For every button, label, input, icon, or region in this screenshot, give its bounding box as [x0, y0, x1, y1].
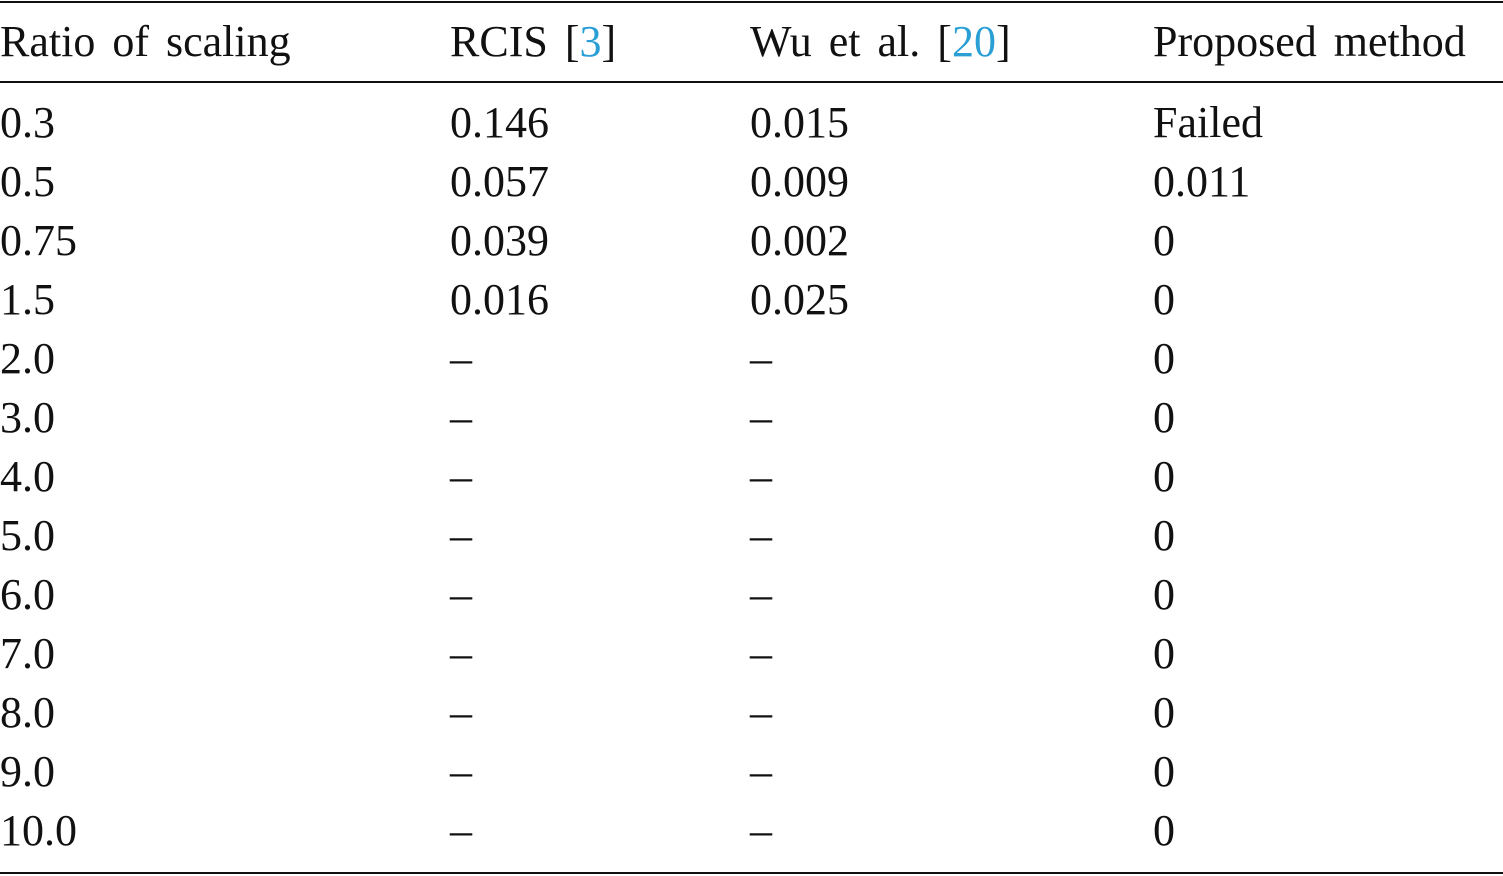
- top-rule: [0, 1, 1503, 3]
- table-cell: –: [750, 806, 772, 855]
- table-cell: 6.0: [0, 570, 55, 619]
- table-cell: –: [450, 688, 472, 737]
- table-cell: –: [450, 629, 472, 678]
- table-cell: –: [450, 452, 472, 501]
- table-cell: 2.0: [0, 334, 55, 383]
- header-text: Proposed method: [1153, 17, 1466, 66]
- table-cell: –: [450, 393, 472, 442]
- header-text: RCIS [: [450, 17, 580, 66]
- table-cell: 0: [1153, 806, 1175, 855]
- table-cell: 10.0: [0, 806, 77, 855]
- bottom-rule: [0, 872, 1503, 874]
- table-cell: –: [750, 629, 772, 678]
- table-cell: –: [450, 806, 472, 855]
- table-cell: 0.057: [450, 157, 549, 206]
- table-cell: 0: [1153, 393, 1175, 442]
- table-cell: –: [750, 452, 772, 501]
- table-cell: 0.039: [450, 216, 549, 265]
- table-cell: –: [750, 393, 772, 442]
- table-cell: 0.011: [1153, 157, 1251, 206]
- table-cell: 0.025: [750, 275, 849, 324]
- table-cell: 0.015: [750, 98, 849, 147]
- table-cell: 0: [1153, 452, 1175, 501]
- citation: 3: [579, 17, 602, 66]
- table-cell: 7.0: [0, 629, 55, 678]
- table-cell: 0: [1153, 688, 1175, 737]
- table-cell: –: [750, 747, 772, 796]
- table-cell: –: [450, 334, 472, 383]
- table-cell: –: [750, 334, 772, 383]
- header-cell: Wu et al. [20]: [750, 20, 1011, 64]
- table-cell: 0: [1153, 334, 1175, 383]
- table-cell: 3.0: [0, 393, 55, 442]
- header-text: Wu et al. [: [750, 17, 952, 66]
- table-cell: 1.5: [0, 275, 55, 324]
- table-cell: 8.0: [0, 688, 55, 737]
- table-cell: 0.3: [0, 98, 55, 147]
- table-cell: 0.016: [450, 275, 549, 324]
- table-cell: –: [450, 747, 472, 796]
- table-cell: –: [450, 570, 472, 619]
- table-cell: 0: [1153, 629, 1175, 678]
- table-cell: 0: [1153, 570, 1175, 619]
- citation: 20: [951, 17, 996, 66]
- table-cell: –: [750, 570, 772, 619]
- table-cell: –: [750, 511, 772, 560]
- header-cell: Ratio of scaling: [0, 20, 291, 64]
- table-cell: 4.0: [0, 452, 55, 501]
- table-cell: 9.0: [0, 747, 55, 796]
- header-cell: RCIS [3]: [450, 20, 616, 64]
- table-cell: Failed: [1153, 98, 1263, 147]
- table-cell: 0.75: [0, 216, 77, 265]
- table-cell: 5.0: [0, 511, 55, 560]
- header-text: ]: [601, 17, 617, 66]
- table-cell: 0.002: [750, 216, 849, 265]
- table-cell: 0.146: [450, 98, 549, 147]
- header-cell: Proposed method: [1153, 20, 1466, 64]
- table-cell: 0: [1153, 275, 1175, 324]
- header-text: ]: [995, 17, 1011, 66]
- table-cell: –: [750, 688, 772, 737]
- table-cell: 0.5: [0, 157, 55, 206]
- header-text: Ratio of scaling: [0, 17, 291, 66]
- table-cell: –: [450, 511, 472, 560]
- table-cell: 0: [1153, 216, 1175, 265]
- table-cell: 0.009: [750, 157, 849, 206]
- table-cell: 0: [1153, 511, 1175, 560]
- table-cell: 0: [1153, 747, 1175, 796]
- header-rule: [0, 81, 1503, 83]
